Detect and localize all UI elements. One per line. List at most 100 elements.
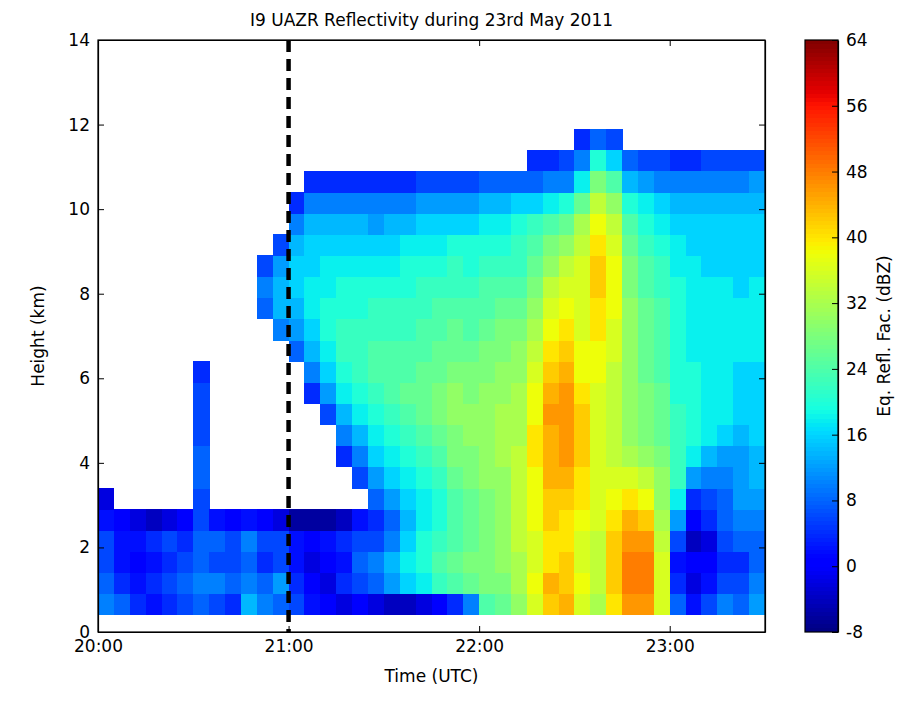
colorbar-swatch xyxy=(805,389,838,394)
colorbar-swatch xyxy=(805,151,838,156)
heatmap-cell xyxy=(654,150,670,172)
heatmap-cell xyxy=(352,361,368,383)
heatmap-cell xyxy=(638,340,654,362)
heatmap-cell xyxy=(416,277,432,299)
heatmap-cell xyxy=(574,594,590,616)
heatmap-cell xyxy=(463,382,479,404)
heatmap-cell xyxy=(622,361,638,383)
y-tick-label: 14 xyxy=(68,30,90,50)
heatmap-cell xyxy=(320,551,336,573)
heatmap-cell xyxy=(590,403,606,425)
heatmap-cell xyxy=(717,192,733,214)
heatmap-cell xyxy=(320,234,336,256)
heatmap-cell xyxy=(527,551,543,573)
heatmap-cell xyxy=(511,361,527,383)
heatmap-cell xyxy=(257,255,273,277)
heatmap-cell xyxy=(606,171,622,193)
colorbar-swatch xyxy=(805,323,838,328)
heatmap-cell xyxy=(749,425,765,447)
x-tick: 21:00 xyxy=(265,626,314,656)
heatmap-cell xyxy=(574,382,590,404)
heatmap-cell xyxy=(701,530,717,552)
heatmap-cell xyxy=(670,319,686,341)
colorbar-swatch xyxy=(805,529,838,534)
heatmap-cell xyxy=(733,192,749,214)
heatmap-cell xyxy=(384,425,400,447)
x-tick-label: 21:00 xyxy=(265,636,314,656)
colorbar-swatch xyxy=(805,566,838,571)
x-tick-label: 23:00 xyxy=(646,636,695,656)
heatmap-cell xyxy=(749,213,765,235)
colorbar-swatch xyxy=(805,52,838,57)
y-tick-mark xyxy=(98,40,104,41)
heatmap-cell xyxy=(511,319,527,341)
heatmap-cell xyxy=(686,361,702,383)
heatmap-cell xyxy=(479,234,495,256)
heatmap-cell xyxy=(527,171,543,193)
heatmap-cell xyxy=(511,213,527,235)
colorbar-swatch xyxy=(805,290,838,295)
heatmap-cell xyxy=(400,277,416,299)
heatmap-cell xyxy=(304,213,320,235)
y-tick-label: 10 xyxy=(68,199,90,219)
heatmap-cell xyxy=(352,213,368,235)
heatmap-cell xyxy=(606,551,622,573)
heatmap-cell xyxy=(447,425,463,447)
colorbar-axis: -80816243240485664 xyxy=(832,30,868,642)
colorbar-swatch xyxy=(805,97,838,102)
heatmap-cell xyxy=(495,340,511,362)
heatmap-cell xyxy=(320,403,336,425)
heatmap-cell xyxy=(162,551,178,573)
heatmap-cell xyxy=(638,171,654,193)
heatmap-cell xyxy=(749,150,765,172)
heatmap-cell xyxy=(622,234,638,256)
heatmap-cell xyxy=(336,530,352,552)
heatmap-cell xyxy=(495,573,511,595)
heatmap-cell xyxy=(749,551,765,573)
heatmap-cell xyxy=(130,551,146,573)
colorbar-swatch xyxy=(805,332,838,337)
heatmap-cell xyxy=(432,298,448,320)
colorbar-swatch xyxy=(805,278,838,283)
heatmap-cell xyxy=(495,234,511,256)
heatmap-cell xyxy=(670,425,686,447)
heatmap-cell xyxy=(686,551,702,573)
heatmap-cell xyxy=(559,425,575,447)
heatmap-cell xyxy=(479,382,495,404)
heatmap-cell xyxy=(193,488,209,510)
heatmap-cell xyxy=(336,551,352,573)
x-tick-top xyxy=(479,40,480,46)
heatmap-cell xyxy=(527,530,543,552)
heatmap-cell xyxy=(352,530,368,552)
heatmap-cell xyxy=(749,340,765,362)
heatmap-cell xyxy=(606,213,622,235)
colorbar-swatch xyxy=(805,89,838,94)
heatmap-cell xyxy=(543,213,559,235)
heatmap-cell xyxy=(638,425,654,447)
heatmap-cell xyxy=(447,298,463,320)
colorbar-swatch xyxy=(805,249,838,254)
heatmap-cell xyxy=(590,425,606,447)
colorbar-swatch xyxy=(805,163,838,168)
x-tick-mark xyxy=(479,40,480,46)
heatmap-cell xyxy=(527,488,543,510)
colorbar-tick-mark xyxy=(832,632,838,633)
heatmap-cell xyxy=(717,530,733,552)
heatmap-cell xyxy=(574,171,590,193)
heatmap-cell xyxy=(590,319,606,341)
heatmap-cell xyxy=(336,425,352,447)
heatmap-cell xyxy=(701,150,717,172)
heatmap-cell xyxy=(384,298,400,320)
heatmap-cell xyxy=(527,382,543,404)
heatmap-cell xyxy=(543,573,559,595)
colorbar-swatch xyxy=(805,44,838,49)
heatmap-cell xyxy=(463,573,479,595)
colorbar-tick-label: -8 xyxy=(846,622,863,642)
heatmap-cell xyxy=(400,171,416,193)
heatmap-cell xyxy=(352,255,368,277)
colorbar-swatch xyxy=(805,348,838,353)
heatmap-cell xyxy=(511,551,527,573)
heatmap-cell xyxy=(590,446,606,468)
heatmap-cell xyxy=(304,319,320,341)
heatmap-cell xyxy=(114,573,130,595)
